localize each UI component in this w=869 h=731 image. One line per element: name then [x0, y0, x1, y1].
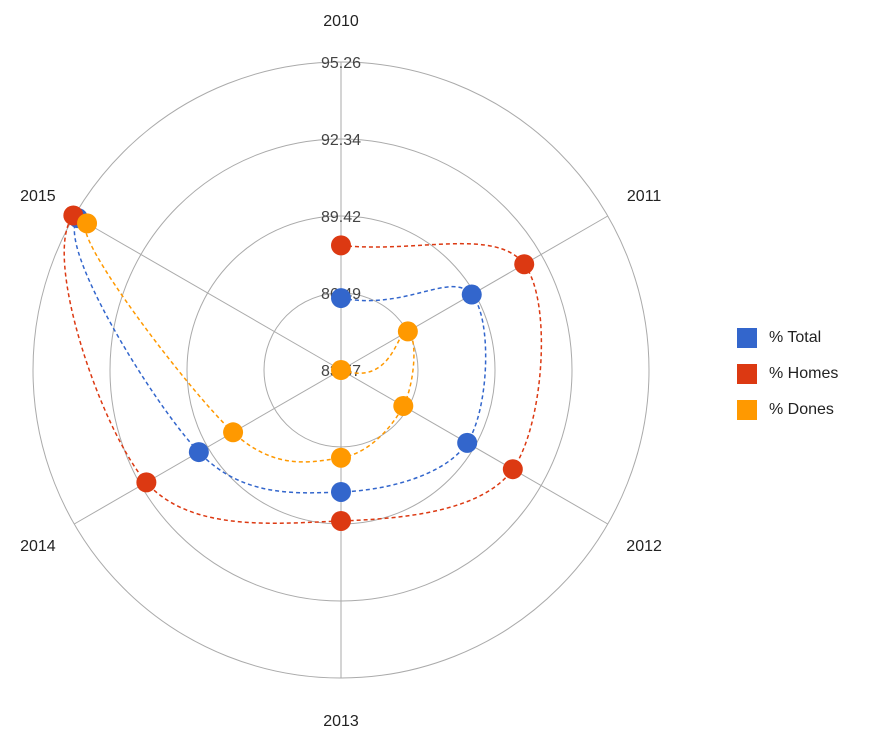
data-point	[188, 442, 209, 463]
legend: % Total % Homes % Dones	[737, 320, 838, 428]
radial-tick-label: 92.34	[321, 132, 361, 149]
series-line	[84, 222, 415, 463]
legend-swatch	[737, 400, 757, 420]
data-point	[331, 481, 351, 502]
data-point	[136, 472, 157, 493]
legend-item: % Homes	[737, 356, 838, 392]
category-label: 2012	[626, 538, 662, 555]
series-line	[73, 217, 487, 494]
category-label: 2011	[627, 188, 662, 205]
category-label: 2014	[20, 538, 56, 555]
data-point	[461, 284, 482, 305]
data-point	[393, 395, 414, 416]
legend-swatch	[737, 364, 757, 384]
data-point	[223, 422, 244, 443]
legend-item: % Dones	[737, 392, 838, 428]
data-point	[514, 254, 535, 275]
legend-label: % Homes	[769, 365, 839, 382]
category-label: 2013	[323, 713, 359, 730]
data-point	[331, 235, 351, 256]
radial-tick-label: 89.42	[321, 209, 361, 226]
data-point	[331, 288, 351, 309]
series-line	[63, 214, 543, 525]
data-point	[331, 447, 351, 468]
grid-spoke	[74, 369, 342, 525]
grid-spoke	[74, 215, 342, 371]
legend-swatch	[737, 328, 757, 348]
radial-tick-label: 95.26	[321, 55, 361, 72]
data-point	[502, 459, 523, 480]
legend-label: % Total	[769, 329, 822, 346]
data-point	[77, 213, 98, 234]
category-label: 2010	[323, 13, 359, 30]
data-point	[331, 510, 351, 531]
data-point	[457, 432, 478, 453]
category-label: 2015	[20, 188, 56, 205]
legend-label: % Dones	[769, 401, 834, 418]
legend-item: % Total	[737, 320, 838, 356]
data-point	[331, 360, 351, 380]
data-point	[397, 321, 418, 342]
